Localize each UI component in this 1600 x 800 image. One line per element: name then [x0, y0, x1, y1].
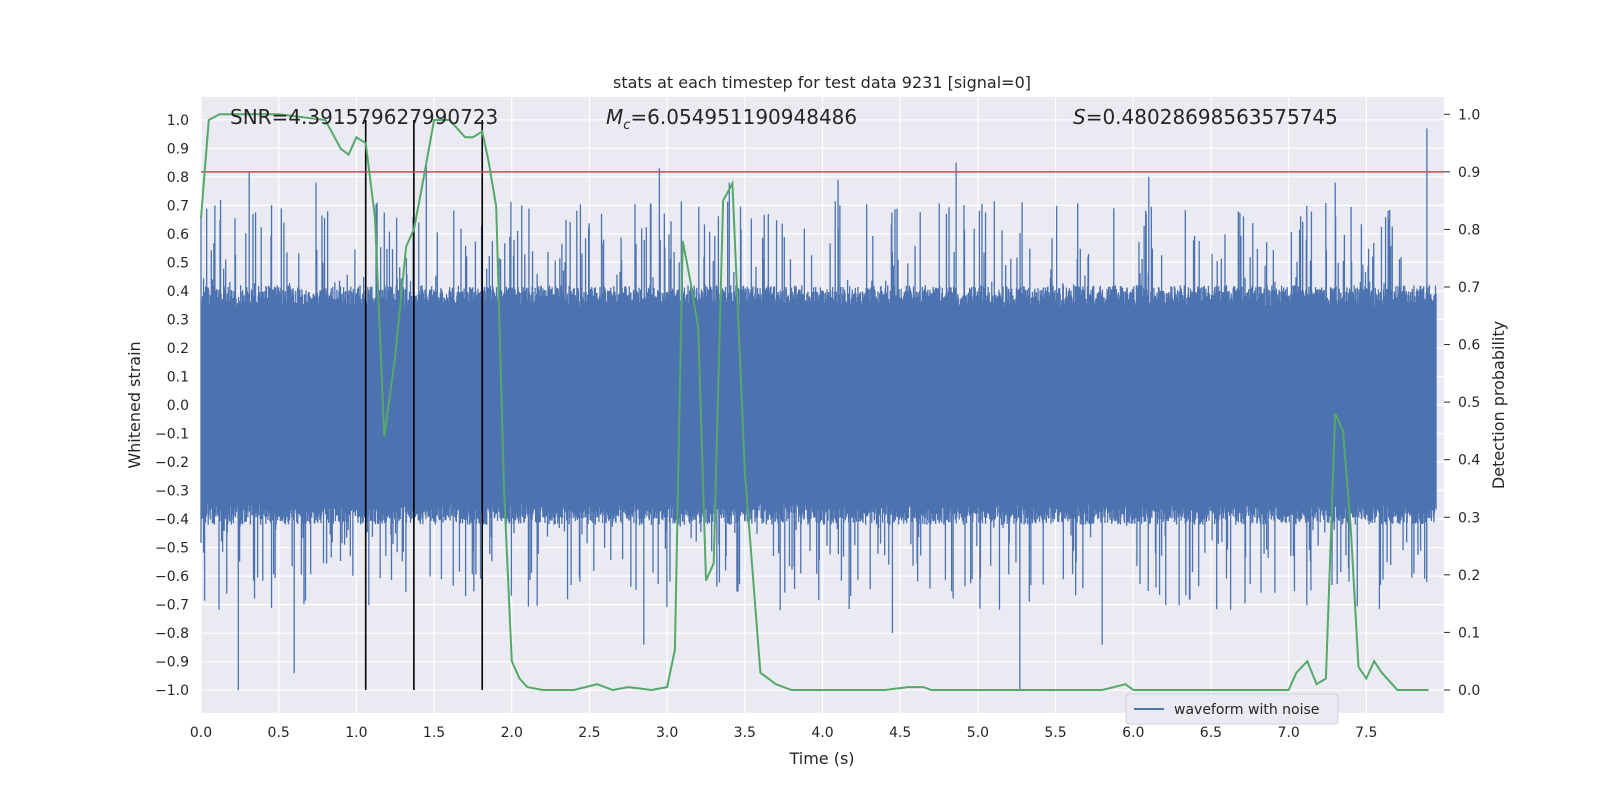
right-y-axis-label: Detection probability: [1489, 321, 1508, 489]
x-tick-label: 4.0: [811, 725, 833, 741]
right-y-tick-label: 0.2: [1458, 568, 1480, 584]
left-y-tick-label: 0.0: [167, 398, 189, 414]
x-tick-label: 5.5: [1044, 725, 1066, 741]
left-y-tick-label: −1.0: [155, 683, 189, 699]
right-y-tick-label: 0.9: [1458, 165, 1480, 181]
left-y-tick-label: 0.5: [167, 255, 189, 271]
x-tick-label: 1.0: [345, 725, 367, 741]
left-y-tick-label: 0.7: [167, 198, 189, 214]
left-y-axis-label: Whitened strain: [125, 341, 144, 468]
x-tick-label: 6.5: [1200, 725, 1222, 741]
left-y-tick-label: −0.4: [155, 512, 189, 528]
waveform-with-noise-series: [200, 128, 1437, 691]
left-y-tick-label: −0.9: [155, 655, 189, 671]
x-tick-label: 7.5: [1355, 725, 1377, 741]
left-y-tick-label: 0.1: [167, 369, 189, 385]
right-y-tick-label: 0.5: [1458, 395, 1480, 411]
right-y-tick-label: 0.1: [1458, 625, 1480, 641]
x-tick-label: 2.5: [578, 725, 600, 741]
waveform-trace: [200, 128, 1437, 691]
left-y-tick-label: −0.3: [155, 484, 189, 500]
chirp-mass-value: =6.054951190948486: [630, 105, 857, 129]
right-y-tick-label: 0.0: [1458, 683, 1480, 699]
legend-box: [1125, 693, 1339, 725]
x-tick-label: 4.5: [889, 725, 911, 741]
s-symbol: S: [1073, 105, 1086, 129]
left-y-tick-label: −0.2: [155, 455, 189, 471]
chirp-mass-annotation: Mc=6.054951190948486: [606, 105, 857, 133]
x-tick-label: 7.0: [1277, 725, 1299, 741]
right-y-axis-ticks: 1.0 0.9 0.8 0.7 0.6 0.5 0.4 0.3 0.2 0.1 0.0: [1444, 107, 1480, 699]
left-y-tick-label: −0.5: [155, 541, 189, 557]
left-y-tick-label: 0.8: [167, 170, 189, 186]
x-tick-label: 6.0: [1122, 725, 1144, 741]
detection-probability-series: [200, 113, 1429, 692]
right-y-tick-label: 0.8: [1458, 222, 1480, 238]
x-tick-label: 5.0: [967, 725, 989, 741]
left-y-tick-label: −0.6: [155, 569, 189, 585]
x-axis-label: Time (s): [788, 749, 854, 768]
chirp-mass-symbol: M: [606, 105, 623, 129]
chirp-mass-subscript: c: [623, 118, 630, 133]
x-tick-label: 2.0: [501, 725, 523, 741]
left-y-tick-label: 0.6: [167, 227, 189, 243]
x-axis-ticks: 0.0 0.5 1.0 1.5 2.0 2.5 3.0 3.5 4.0 4.5 5.0 5.5 6.0 6…: [190, 725, 1378, 741]
right-y-tick-label: 0.7: [1458, 280, 1480, 296]
snr-annotation: SNR=4.391579627990723: [230, 105, 498, 129]
left-y-tick-label: 0.2: [167, 341, 189, 357]
left-y-tick-label: 0.9: [167, 141, 189, 157]
x-tick-label: 3.0: [656, 725, 678, 741]
right-y-tick-label: 0.3: [1458, 510, 1480, 526]
left-y-axis-ticks: 1.0 0.9 0.8 0.7 0.6 0.5 0.4 0.3 0.2 0.1 0.0 −0.1 −0.…: [155, 113, 189, 699]
left-y-tick-label: 0.4: [167, 284, 189, 300]
left-y-tick-label: −0.1: [155, 427, 189, 443]
chart-title: stats at each timestep for test data 923…: [613, 73, 1031, 92]
left-y-tick-label: −0.8: [155, 626, 189, 642]
x-tick-label: 3.5: [734, 725, 756, 741]
s-annotation: S=0.48028698563575745: [1073, 105, 1338, 129]
right-y-tick-label: 0.4: [1458, 453, 1480, 469]
x-tick-label: 1.5: [423, 725, 445, 741]
x-tick-label: 0.0: [190, 725, 212, 741]
left-y-tick-label: −0.7: [155, 598, 189, 614]
s-value: =0.48028698563575745: [1086, 105, 1338, 129]
right-y-tick-label: 1.0: [1458, 107, 1480, 123]
vertical-markers: [364, 120, 484, 690]
right-y-tick-label: 0.6: [1458, 338, 1480, 354]
legend: waveform with noise: [1125, 693, 1339, 725]
left-y-tick-label: 0.3: [167, 312, 189, 328]
legend-label: waveform with noise: [1174, 702, 1319, 718]
x-tick-label: 0.5: [268, 725, 290, 741]
left-y-tick-label: 1.0: [167, 113, 189, 129]
